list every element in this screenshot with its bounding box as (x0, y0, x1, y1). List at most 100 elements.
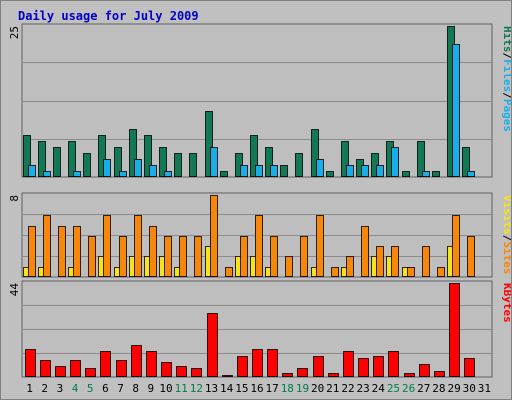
visits-sites-bar-sites-day-8 (134, 215, 142, 277)
x-tick-label-day-23: 23 (357, 382, 370, 395)
x-tick-label-day-6: 6 (102, 382, 109, 395)
x-tick-label-day-31: 31 (478, 382, 491, 395)
x-tick-label-day-14: 14 (220, 382, 234, 395)
hits-files-bar-hits-day-17 (265, 147, 273, 177)
kbytes-bar-kbytes-day-3 (55, 366, 66, 377)
hits-files-bar-files-day-4 (73, 171, 81, 177)
kbytes-axis-label-part: KBytes (501, 283, 512, 323)
visits-sites-axis-label-part: Sites (501, 241, 512, 274)
kbytes-bar-kbytes-day-23 (358, 358, 369, 377)
kbytes-axis-label: KBytes (501, 283, 512, 323)
kbytes-bar-kbytes-day-15 (237, 356, 248, 377)
kbytes-bar-kbytes-day-25 (388, 351, 399, 377)
visits-sites-bar-sites-day-23 (361, 226, 369, 277)
kbytes-max-label: 44 (8, 283, 21, 297)
hits-files-bar-files-day-1 (28, 165, 36, 177)
hits-files-bar-hits-day-4 (68, 141, 76, 177)
visits-sites-bar-sites-day-19 (300, 236, 308, 277)
kbytes-bar-kbytes-day-21 (328, 373, 339, 377)
hits-files-bar-hits-day-16 (250, 135, 258, 177)
visits-sites-bar-sites-day-7 (119, 236, 127, 277)
visits-sites-bar-sites-day-10 (164, 236, 172, 277)
x-tick-label-day-16: 16 (250, 382, 263, 395)
x-tick-label-day-2: 2 (41, 382, 48, 395)
hits-files-bar-files-day-7 (119, 171, 127, 177)
kbytes-bar-kbytes-day-19 (297, 368, 308, 377)
hits-files-bar-hits-day-27 (417, 141, 425, 177)
visits-sites-bar-sites-day-11 (179, 236, 187, 277)
hits-files-bar-hits-day-24 (371, 153, 379, 177)
x-tick-label-day-10: 10 (159, 382, 172, 395)
kbytes-bar-kbytes-day-17 (267, 349, 278, 377)
hits-files-bar-files-day-29 (452, 44, 460, 177)
kbytes-bar-kbytes-day-29 (449, 283, 460, 377)
x-tick-label-day-29: 29 (447, 382, 460, 395)
kbytes-bar-kbytes-day-30 (464, 358, 475, 377)
visits-sites-bar-sites-day-6 (103, 215, 111, 277)
x-axis-day-labels: 1 2 3 4 5 6 7 8 9 10 11 12 13 14 15 16 17 18 19 20 21 22 23 24 2… (26, 382, 491, 395)
hits-files-bar-files-day-13 (210, 147, 218, 177)
hits-files-bar-files-day-17 (270, 165, 278, 177)
hits-files-bar-files-day-20 (316, 159, 324, 177)
kbytes-bar-kbytes-day-9 (146, 351, 157, 377)
kbytes-bar-kbytes-day-27 (419, 364, 430, 377)
visits-sites-bar-sites-day-9 (149, 226, 157, 277)
hits-files-bar-hits-day-20 (311, 129, 319, 177)
hits-files-bar-files-day-10 (164, 171, 172, 177)
hits-files-bar-hits-day-14 (220, 171, 228, 177)
hits-files-bar-hits-day-15 (235, 153, 243, 177)
hits-files-bar-hits-day-10 (159, 147, 167, 177)
hits-files-bar-hits-day-8 (129, 129, 137, 177)
hits-files-bar-hits-day-18 (280, 165, 288, 177)
x-tick-label-day-22: 22 (341, 382, 354, 395)
visits-sites-bar-sites-day-26 (407, 267, 415, 277)
hits-files-bar-hits-day-5 (83, 153, 91, 177)
hits-files-bar-files-day-15 (240, 165, 248, 177)
x-tick-label-day-20: 20 (311, 382, 324, 395)
hits-files-bar-files-day-30 (467, 171, 475, 177)
kbytes-bar-kbytes-day-11 (176, 366, 187, 377)
hits-files-bar-hits-day-26 (402, 171, 410, 177)
kbytes-bar-kbytes-day-13 (207, 313, 218, 377)
visits-sites-max-label: 8 (8, 195, 21, 202)
hits-files-bar-files-day-6 (103, 159, 111, 177)
x-tick-label-day-25: 25 (387, 382, 400, 395)
kbytes-bar-kbytes-day-14 (222, 375, 233, 377)
x-tick-label-day-8: 8 (132, 382, 139, 395)
x-tick-label-day-9: 9 (148, 382, 155, 395)
chart-title: Daily usage for July 2009 (18, 9, 199, 23)
hits-files-bar-hits-day-12 (189, 153, 197, 177)
visits-sites-bar-sites-day-21 (331, 267, 339, 277)
x-tick-label-day-3: 3 (57, 382, 64, 395)
kbytes-bar-kbytes-day-4 (70, 360, 81, 377)
visits-sites-axis-label-part: / (501, 235, 512, 242)
hits-files-bar-files-day-9 (149, 165, 157, 177)
visits-sites-bar-sites-day-2 (43, 215, 51, 277)
x-tick-label-day-26: 26 (402, 382, 415, 395)
x-tick-label-day-12: 12 (190, 382, 203, 395)
hits-files-bar-hits-day-3 (53, 147, 61, 177)
visits-sites-bar-sites-day-15 (240, 236, 248, 277)
kbytes-bar-kbytes-day-22 (343, 351, 354, 377)
x-tick-label-day-15: 15 (235, 382, 248, 395)
kbytes-bar-kbytes-day-18 (282, 373, 293, 377)
x-tick-label-day-27: 27 (417, 382, 430, 395)
kbytes-bar-kbytes-day-24 (373, 356, 384, 377)
visits-sites-bar-sites-day-12 (194, 236, 202, 277)
visits-sites-bar-sites-day-18 (285, 256, 293, 277)
hits-files-axis-label-part: / (501, 53, 512, 60)
x-tick-label-day-19: 19 (296, 382, 309, 395)
kbytes-bar-kbytes-day-5 (85, 368, 96, 377)
hits-files-bar-hits-day-30 (462, 147, 470, 177)
visits-sites-bar-sites-day-16 (255, 215, 263, 277)
x-tick-label-day-24: 24 (372, 382, 386, 395)
visits-sites-axis-label-part: Visits (501, 195, 512, 235)
visits-sites-bar-sites-day-1 (28, 226, 36, 277)
hits-files-bar-hits-day-6 (98, 135, 106, 177)
visits-sites-axis-label: Visits/Sites (501, 195, 512, 275)
kbytes-bar-kbytes-day-8 (131, 345, 142, 377)
